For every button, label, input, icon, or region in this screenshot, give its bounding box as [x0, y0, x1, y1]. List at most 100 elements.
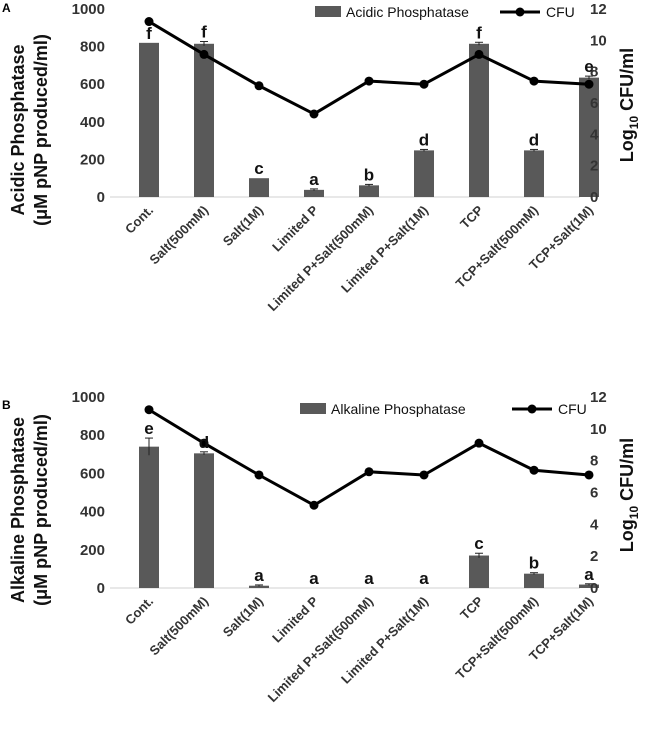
- y2-tick-label: 0: [590, 189, 598, 206]
- y2-tick-label: 2: [590, 548, 598, 565]
- sig-letter-4: a: [309, 170, 319, 189]
- x-tick-label: TCP: [457, 593, 486, 622]
- cfu-point-6: [419, 470, 429, 480]
- y2-tick-label: 4: [590, 126, 599, 143]
- cfu-point-8: [529, 465, 539, 475]
- cfu-point-3: [254, 470, 264, 480]
- y-ticks-a: 0 200 400 600 800 1000: [72, 1, 105, 206]
- sig-letter-6: d: [419, 130, 429, 149]
- legend-bar-label: Alkaline Phosphatase: [331, 401, 466, 417]
- x-tick-label: Limited P: [269, 593, 321, 645]
- bar-7: [469, 555, 489, 588]
- sig-letter-8: b: [529, 554, 539, 573]
- y-axis-title-line2: (μM pNP produced/ml): [31, 414, 51, 606]
- cfu-line-a: [144, 17, 594, 119]
- x-tick-label: Limited P: [269, 202, 321, 254]
- y2-tick-label: 6: [590, 95, 598, 112]
- legend-line-marker: [527, 404, 537, 414]
- y2-tick-label: 12: [590, 1, 607, 18]
- sig-letter-9: e: [584, 57, 593, 76]
- cfu-point-7: [474, 438, 484, 448]
- cfu-point-9: [584, 470, 594, 480]
- legend-line-label: CFU: [546, 4, 575, 20]
- panel-letter-b: B: [2, 398, 11, 412]
- bar-1: [139, 446, 159, 588]
- sig-letter-6: a: [419, 569, 429, 588]
- legend-bar-swatch: [315, 6, 341, 17]
- y-axis-title-line2: (μM pNP produced/ml): [31, 34, 51, 226]
- y-tick-label: 1000: [72, 1, 105, 18]
- bar-7: [469, 43, 489, 197]
- bar-6: [414, 150, 434, 197]
- bars-a: [139, 41, 599, 198]
- sig-letter-5: b: [364, 165, 374, 184]
- bar-4: [304, 189, 324, 197]
- cfu-line: [148, 408, 590, 507]
- cfu-point-4: [309, 109, 319, 119]
- y-tick-label: 600: [80, 76, 105, 93]
- x-tick-label: Limited P+Salt(500mM): [265, 203, 377, 315]
- panel-b: B Alkaline Phosphatase CFU Alkaline Phos…: [2, 389, 641, 705]
- y2-tick-label: 10: [590, 32, 607, 49]
- y-ticks-b: 0 200 400 600 800 1000: [72, 389, 105, 597]
- y-tick-label: 600: [80, 465, 105, 482]
- x-tick-label: Cont.: [122, 594, 156, 628]
- bar-2: [194, 453, 214, 588]
- y-tick-label: 0: [97, 580, 105, 597]
- significance-letters-b: e d a a a a c b a: [144, 419, 594, 588]
- legend-bar-label: Acidic Phosphatase: [346, 4, 469, 20]
- significance-letters-a: f f c a b d f d e: [146, 23, 594, 189]
- y-tick-label: 800: [80, 427, 105, 444]
- y2-tick-label: 6: [590, 485, 598, 502]
- bar-3: [249, 178, 269, 197]
- bar-2: [194, 43, 214, 197]
- y2-tick-label: 10: [590, 421, 607, 438]
- x-tick-label: Limited P+Salt(500mM): [265, 594, 377, 706]
- bar-9: [579, 77, 599, 197]
- y-tick-label: 0: [97, 189, 105, 206]
- y-tick-label: 200: [80, 151, 105, 168]
- cfu-point-5: [364, 76, 374, 86]
- x-tick-label: TCP: [457, 202, 486, 231]
- sig-letter-1: e: [144, 419, 153, 438]
- sig-letter-5: a: [364, 569, 374, 588]
- y-tick-label: 1000: [72, 389, 105, 406]
- x-tick-label: Salt(1M): [220, 594, 266, 640]
- bar-8: [524, 150, 544, 197]
- legend-bar-swatch: [300, 403, 326, 414]
- y2-axis-title: Log10 CFU/ml: [617, 48, 641, 162]
- cfu-point-1: [144, 17, 154, 27]
- y2-tick-label: 0: [590, 580, 598, 597]
- y2-tick-label: 8: [590, 64, 598, 81]
- bar-3: [249, 585, 269, 588]
- cfu-point-5: [364, 467, 374, 477]
- sig-letter-8: d: [529, 130, 539, 149]
- y2-ticks-b: 0 2 4 6 8 10 12: [590, 389, 607, 597]
- cfu-point-9: [584, 79, 594, 89]
- y-axis-title-line1: Acidic Phosphatase: [8, 44, 28, 215]
- bar-5: [359, 185, 379, 197]
- sig-letter-3: c: [254, 159, 263, 178]
- y-tick-label: 400: [80, 114, 105, 131]
- sig-letter-3: a: [254, 566, 264, 585]
- bars-b: [139, 437, 599, 588]
- x-tick-label: Salt(500mM): [146, 203, 211, 268]
- sig-letter-2: d: [199, 433, 209, 452]
- x-ticks-a: Cont.Salt(500mM) Salt(1M) Limited PLimited…: [122, 202, 596, 314]
- sig-letter-7: c: [474, 534, 483, 553]
- cfu-point-3: [254, 81, 264, 91]
- y-tick-label: 200: [80, 542, 105, 559]
- x-ticks-b: Cont.Salt(500mM) Salt(1M) Limited PLimited…: [122, 593, 596, 705]
- sig-letter-4: a: [309, 569, 319, 588]
- sig-letter-7: f: [476, 23, 482, 42]
- cfu-point-4: [309, 500, 319, 510]
- legend-line-label: CFU: [558, 401, 587, 417]
- x-tick-label: Salt(1M): [220, 203, 266, 249]
- y2-tick-label: 2: [590, 158, 598, 175]
- panel-letter-a: A: [2, 1, 11, 15]
- cfu-point-8: [529, 76, 539, 86]
- bar-9: [579, 584, 599, 588]
- cfu-point-1: [144, 405, 154, 415]
- bar-1: [139, 42, 159, 198]
- bar-8: [524, 573, 544, 588]
